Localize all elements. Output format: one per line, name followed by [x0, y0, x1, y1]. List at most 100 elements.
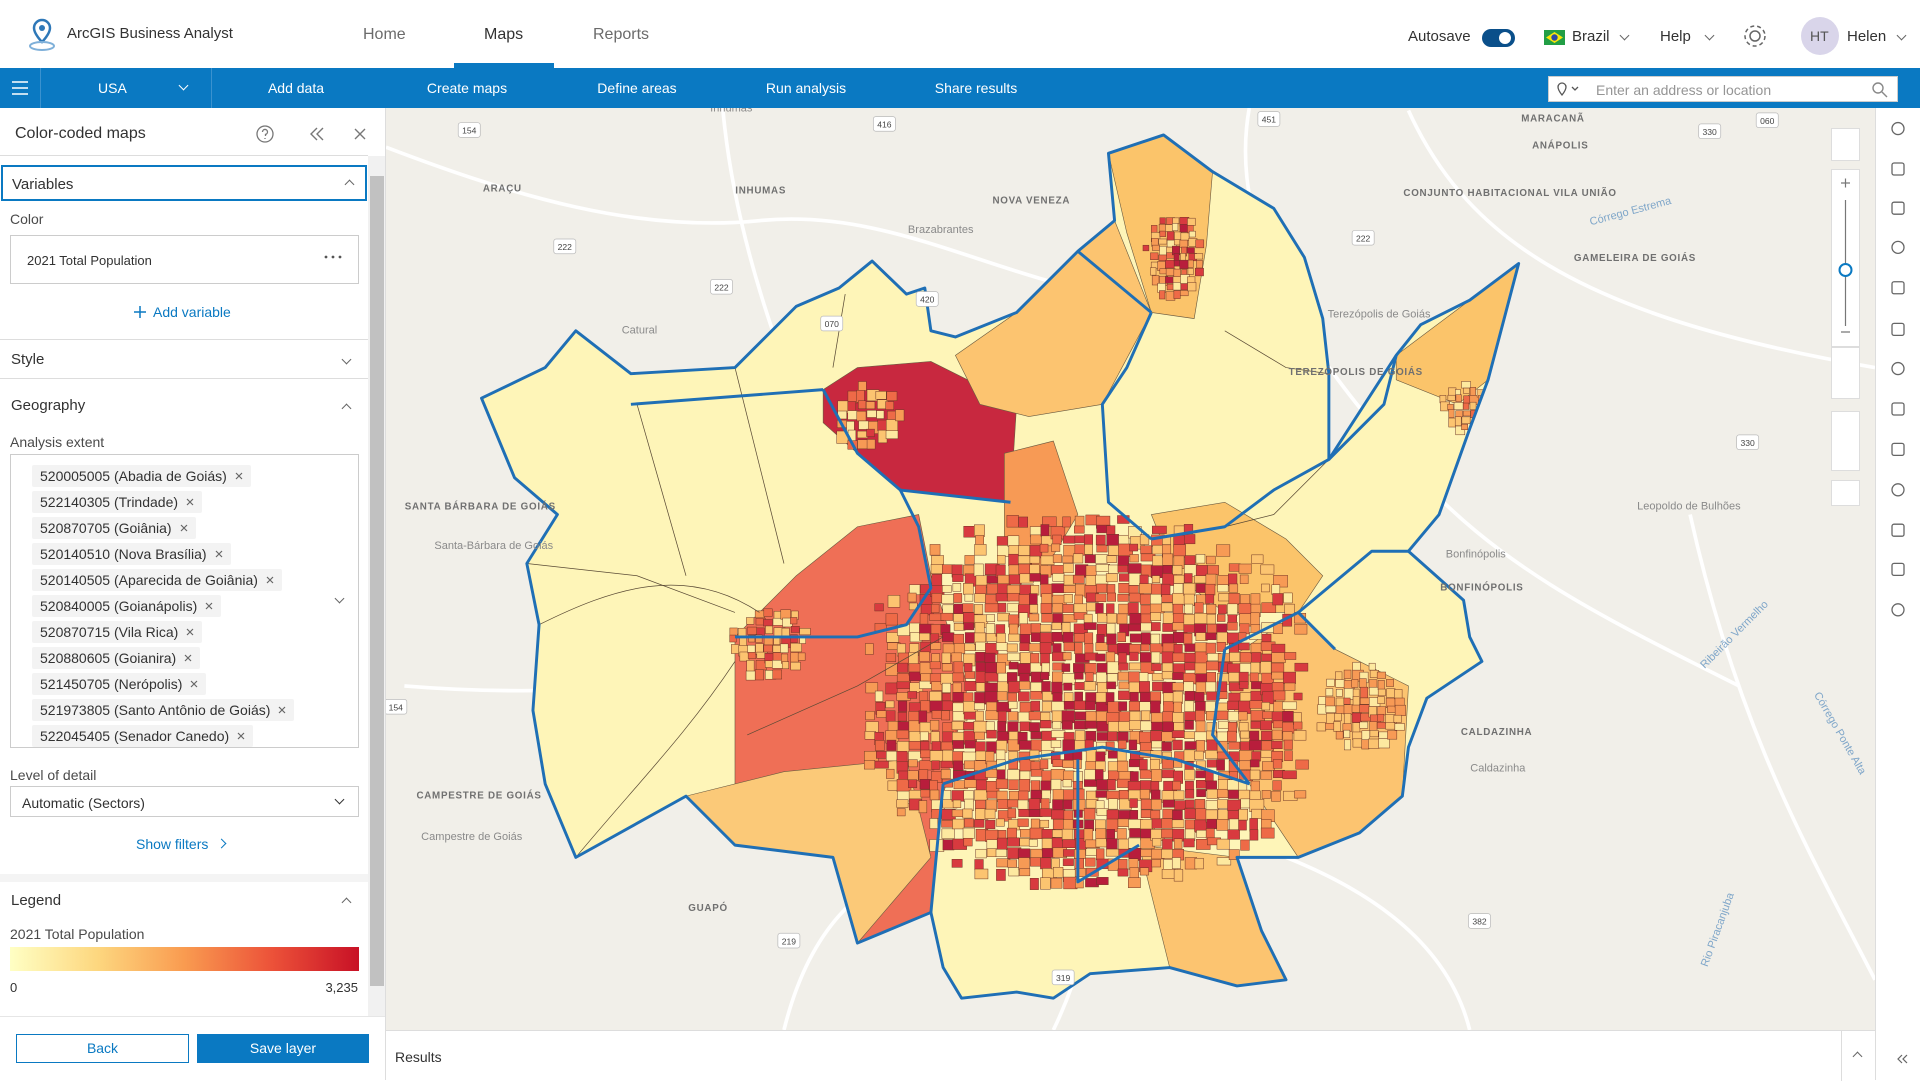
menu-item[interactable]: Add data — [267, 80, 325, 96]
nav-tab[interactable]: Reports — [593, 26, 650, 43]
zoom-control[interactable] — [1831, 169, 1860, 347]
extent-chip[interactable]: 520840005 (Goianápolis) — [32, 595, 222, 617]
extent-chip[interactable]: 520880605 (Goianira) — [32, 647, 201, 669]
expand-chevron[interactable] — [1852, 1051, 1863, 1062]
region-selector[interactable]: USA — [98, 80, 127, 96]
sector — [885, 613, 898, 626]
sector — [1139, 789, 1150, 800]
back-button[interactable]: Back — [16, 1034, 189, 1063]
tool-icon[interactable] — [1891, 361, 1905, 376]
tool-icon[interactable] — [1891, 281, 1905, 295]
sector — [1129, 759, 1141, 768]
tool-icon[interactable] — [1891, 240, 1905, 254]
chip-remove[interactable] — [237, 732, 245, 740]
basemap-button[interactable] — [1831, 480, 1860, 506]
extent-list[interactable]: 520005005 (Abadia de Goiás) 522140305 (Tr… — [10, 454, 359, 748]
panel-actions[interactable] — [255, 124, 375, 144]
tool-icon[interactable] — [1891, 562, 1905, 577]
sector — [1029, 722, 1040, 732]
scroll-thumb[interactable] — [370, 176, 384, 986]
sector — [1238, 808, 1249, 821]
sector — [1063, 594, 1073, 604]
sector — [790, 652, 799, 663]
menu-item[interactable]: Run analysis — [765, 80, 847, 96]
boundary — [1100, 311, 1153, 541]
settings-icon[interactable] — [1741, 22, 1769, 50]
undo-redo[interactable] — [1831, 347, 1860, 399]
show-filters-link[interactable]: Show filters — [136, 836, 209, 852]
menu-item[interactable]: Share results — [934, 80, 1018, 96]
sector — [1106, 613, 1117, 624]
add-variable-link[interactable]: Add variable — [153, 304, 231, 320]
nav-tab-active[interactable]: Maps — [484, 26, 524, 43]
home-locate[interactable] — [1831, 411, 1860, 471]
tool-icon[interactable] — [1891, 523, 1905, 537]
more-icon[interactable] — [323, 254, 343, 260]
extent-chip[interactable]: 520870705 (Goiânia) — [32, 517, 196, 539]
chip-remove[interactable] — [184, 654, 192, 662]
sector — [984, 808, 996, 819]
tool-icon[interactable] — [1891, 162, 1905, 176]
scrollbar[interactable] — [368, 156, 385, 1016]
section-heading[interactable]: Legend — [11, 892, 62, 909]
chip-remove[interactable] — [266, 576, 274, 584]
tool-icon[interactable] — [1891, 603, 1905, 617]
tool-icon[interactable] — [1891, 201, 1905, 215]
chip-remove[interactable] — [215, 550, 223, 558]
tool-icon[interactable] — [1891, 322, 1905, 337]
map-widget[interactable] — [1831, 128, 1860, 161]
chip-remove[interactable] — [186, 498, 194, 506]
sector — [1359, 678, 1367, 689]
autosave-toggle[interactable] — [1482, 29, 1515, 47]
sector — [1216, 759, 1225, 771]
extent-chip[interactable]: 520870715 (Vila Rica) — [32, 621, 203, 643]
road-number: 330 — [1703, 127, 1718, 137]
tool-icon[interactable] — [1891, 121, 1905, 136]
menu-item[interactable]: Define areas — [597, 80, 677, 96]
extent-chip[interactable]: 522045405 (Senador Canedo) — [32, 725, 254, 747]
results-title[interactable]: Results — [395, 1049, 442, 1065]
sector — [1205, 828, 1215, 839]
sector — [874, 603, 884, 612]
extent-chip[interactable]: 521450705 (Nerópolis) — [32, 673, 207, 695]
sector — [1217, 604, 1227, 615]
detail-select[interactable]: Automatic (Sectors) — [10, 786, 359, 817]
extent-chip[interactable]: 520140510 (Nova Brasília) — [32, 543, 231, 565]
tool-icon[interactable] — [1891, 483, 1905, 497]
extent-chip[interactable]: 521973805 (Santo Antônio de Goiás) — [32, 699, 295, 721]
avatar[interactable]: HT — [1801, 17, 1839, 55]
sector — [940, 612, 954, 621]
chip-remove[interactable] — [278, 706, 286, 714]
chip-remove[interactable] — [186, 628, 194, 636]
section-heading[interactable]: Style — [11, 351, 45, 368]
nav-tab[interactable]: Home — [363, 26, 406, 43]
chip-remove[interactable] — [180, 524, 188, 532]
extent-chip[interactable]: 522140305 (Trindade) — [32, 491, 203, 513]
sector — [1294, 623, 1308, 635]
menu-item[interactable]: Create maps — [426, 80, 508, 96]
section-heading[interactable]: Geography — [11, 397, 86, 414]
search-icon[interactable] — [1871, 81, 1889, 99]
help-menu[interactable]: Help — [1660, 28, 1691, 45]
extent-chip[interactable]: 520005005 (Abadia de Goiás) — [32, 465, 251, 487]
variable-card[interactable]: 2021 Total Population — [10, 235, 359, 284]
tool-icon[interactable] — [1891, 402, 1905, 416]
sector — [1272, 593, 1284, 606]
map[interactable]: Inhumas INHUMAS ARAÇU NOVA VENEZA Brazabrant… — [386, 108, 1875, 1030]
hamburger[interactable] — [12, 81, 28, 95]
extent-chip[interactable]: 520140505 (Aparecida de Goiânia) — [32, 569, 282, 591]
chip-remove[interactable] — [190, 680, 198, 688]
chip-text: 520870705 (Goiânia) — [40, 520, 172, 536]
chip-remove[interactable] — [235, 472, 243, 480]
collapse-icon[interactable] — [1897, 1054, 1908, 1064]
sector — [1196, 260, 1203, 269]
country-selector[interactable]: Brazil — [1572, 28, 1610, 45]
save-button[interactable]: Save layer — [197, 1034, 369, 1063]
user-name[interactable]: Helen — [1847, 28, 1887, 45]
sector — [885, 653, 896, 662]
sector — [1019, 779, 1030, 792]
search-box[interactable]: Enter an address or location — [1548, 76, 1898, 102]
tool-icon[interactable] — [1891, 442, 1905, 457]
chip-remove[interactable] — [205, 602, 213, 610]
variables-header[interactable]: Variables — [1, 165, 367, 201]
